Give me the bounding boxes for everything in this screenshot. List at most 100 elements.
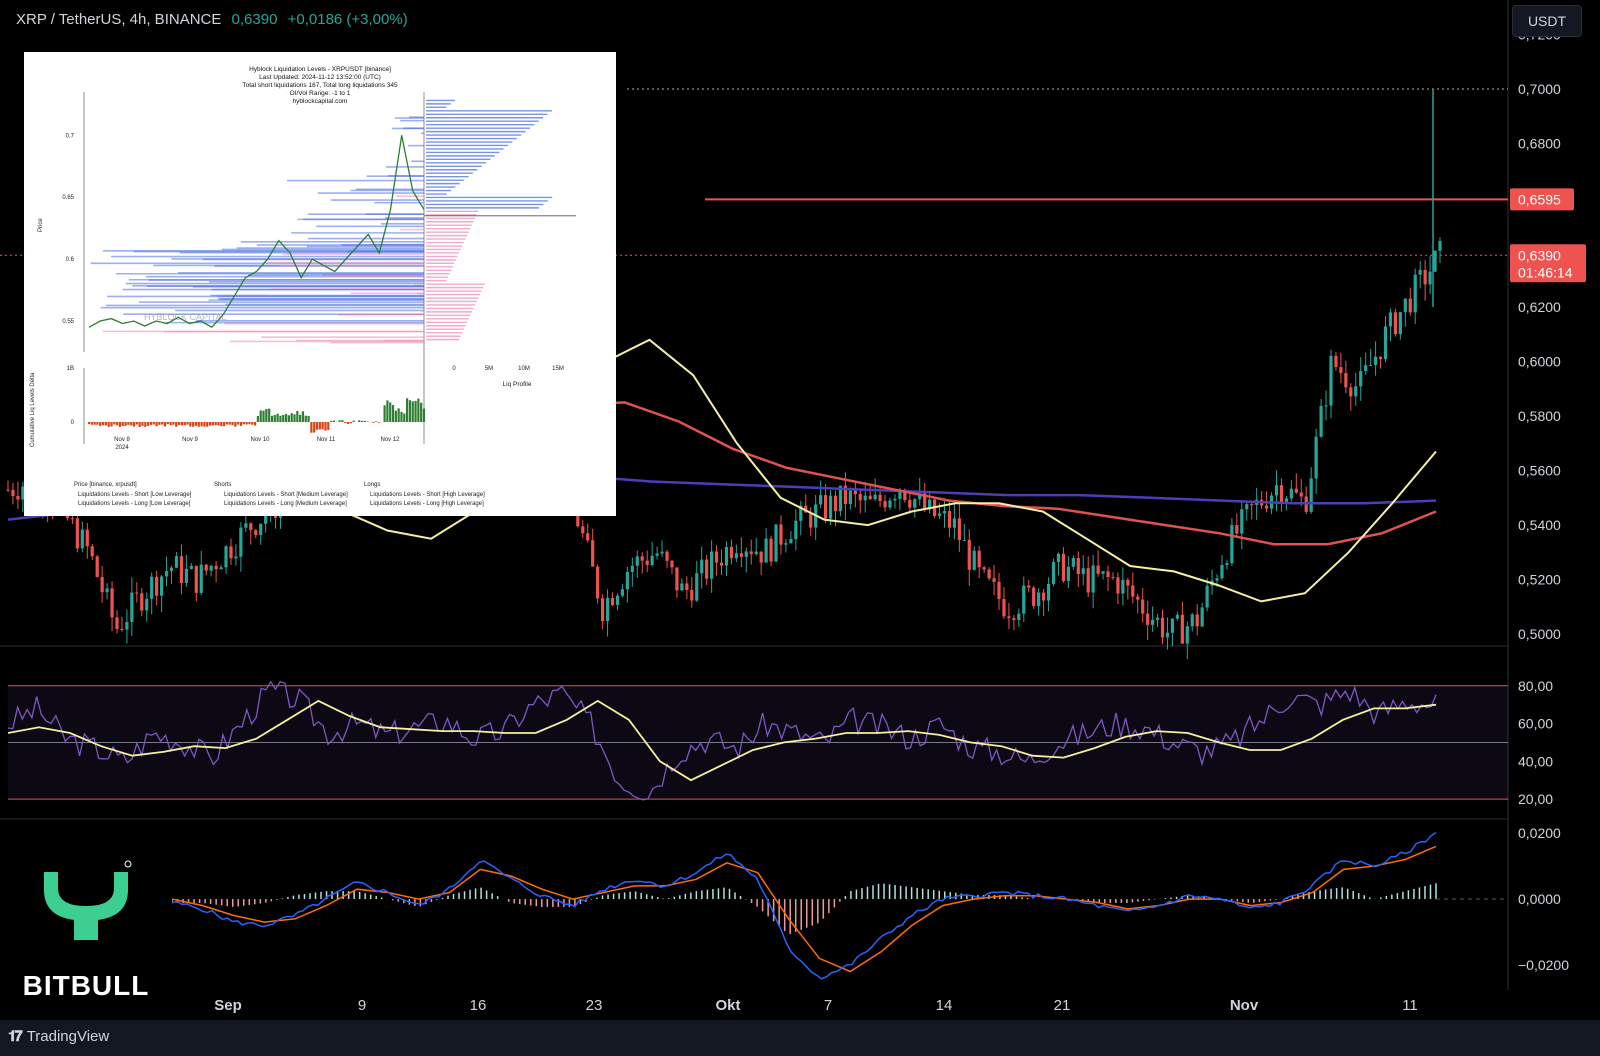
- candle-body: [70, 518, 75, 520]
- candle-body: [1116, 577, 1120, 594]
- candle-body: [1081, 568, 1085, 574]
- candle-body: [110, 588, 114, 618]
- candle-body: [620, 589, 625, 596]
- tradingview-logo[interactable]: 𝟏𝟕 TradingView: [8, 1028, 109, 1045]
- candle-body: [249, 523, 253, 531]
- macd-signal-line: [171, 845, 1437, 973]
- candle-body: [115, 617, 119, 630]
- candle-body: [635, 556, 639, 566]
- candle-body: [630, 565, 634, 572]
- candle-body: [1012, 618, 1016, 620]
- rsi-line: [7, 680, 1437, 801]
- inset-watermark: HYBLOCK CAPITAL: [144, 312, 226, 322]
- candle-body: [1017, 613, 1021, 620]
- candle-body: [739, 553, 743, 557]
- candle-body: [16, 496, 20, 500]
- candle-body: [1106, 571, 1110, 577]
- price-tag-countdown: 01:46:14: [1518, 264, 1573, 280]
- candle-body: [828, 495, 833, 519]
- candle-body: [125, 621, 129, 630]
- candle-body: [675, 567, 679, 591]
- candle-body: [784, 543, 788, 545]
- candle-body: [729, 546, 734, 559]
- candle-body: [1264, 505, 1269, 509]
- symbol-label[interactable]: XRP / TetherUS, 4h, BINANCE: [16, 11, 222, 28]
- tradingview-logo-icon: 𝟏𝟕: [8, 1028, 23, 1045]
- candle-body: [878, 494, 882, 501]
- inset-subtitle-2: Total short liquidations 167, Total long…: [242, 82, 398, 89]
- candle-body: [1284, 498, 1288, 503]
- liq-profile-tick: 5M: [485, 366, 493, 372]
- candle-body: [1175, 614, 1179, 619]
- candle-body: [150, 576, 154, 599]
- candle-body: [774, 524, 778, 562]
- candle-body: [883, 500, 887, 508]
- liq-profile-tick: 0: [452, 366, 456, 372]
- candle-body: [204, 564, 208, 571]
- candle-body: [898, 489, 902, 499]
- candle-body: [769, 538, 773, 562]
- price-axis-tick: 0,5600: [1518, 463, 1561, 479]
- candle-body: [923, 493, 927, 510]
- candle-body: [1309, 478, 1313, 512]
- inset-x-tick: Nov 12: [380, 437, 400, 443]
- candle-body: [695, 573, 699, 601]
- candle-body: [169, 567, 174, 571]
- candle-body: [90, 546, 94, 557]
- currency-button[interactable]: USDT: [1512, 5, 1582, 37]
- candle-body: [724, 546, 729, 566]
- candle-body: [259, 523, 263, 536]
- inset-legend-item: Liquidations Levels - Short [Low Leverag…: [78, 492, 192, 498]
- candle-body: [1393, 312, 1398, 335]
- candle-body: [6, 489, 10, 491]
- candle-body: [85, 529, 89, 547]
- candle-body: [858, 494, 862, 501]
- candle-body: [1071, 558, 1075, 567]
- candle-body: [799, 505, 803, 521]
- candle-body: [1383, 326, 1388, 360]
- candle-body: [665, 551, 669, 561]
- time-axis-tick: Sep: [214, 997, 242, 1014]
- candle-body: [1165, 632, 1170, 638]
- rsi-axis-tick: 40,00: [1518, 753, 1553, 769]
- price-tag-last-text: 0,6390: [1518, 247, 1561, 263]
- time-axis-tick: 9: [358, 997, 366, 1014]
- price-axis-tick: 0,7000: [1518, 81, 1561, 97]
- candle-body: [977, 550, 981, 568]
- inset-x-tick: Nov 11: [317, 437, 336, 443]
- candle-body: [224, 546, 228, 568]
- candle-body: [1101, 571, 1105, 574]
- macd-axis-tick: 0,0000: [1518, 891, 1561, 907]
- candle-body: [1408, 298, 1412, 313]
- candle-body: [1428, 271, 1432, 285]
- candle-body: [650, 555, 654, 566]
- candle-body: [1220, 565, 1224, 579]
- candle-body: [1111, 576, 1115, 578]
- candle-body: [105, 588, 109, 593]
- price-axis-tick: 0,6200: [1518, 299, 1561, 315]
- candle-body: [888, 500, 892, 508]
- candle-body: [804, 505, 808, 513]
- candle-body: [244, 523, 248, 528]
- candle-body: [184, 568, 188, 583]
- candle-body: [1066, 566, 1070, 581]
- liq-profile-tick: 10M: [518, 366, 530, 372]
- candle-body: [705, 559, 709, 579]
- price-tag-bg: [1510, 244, 1586, 283]
- candle-body: [601, 598, 605, 622]
- inset-legend-item: Liquidations Levels - Long [High Leverag…: [370, 501, 484, 507]
- candle-body: [749, 551, 753, 555]
- candle-body: [189, 565, 193, 569]
- candle-body: [868, 495, 872, 500]
- price-change-label: +0,0186 (+3,00%): [287, 11, 408, 28]
- candle-body: [913, 499, 917, 508]
- candle-body: [1339, 366, 1343, 374]
- candle-body: [581, 526, 585, 534]
- inset-x-tick: Nov 8: [114, 437, 130, 443]
- candle-body: [1294, 488, 1298, 493]
- symbol-header: XRP / TetherUS, 4h, BINANCE 0,6390 +0,01…: [16, 11, 408, 28]
- candle-body: [819, 495, 823, 505]
- footer-bar: 𝟏𝟕 TradingView: [0, 1020, 1600, 1056]
- inset-x-tick: Nov 9: [182, 437, 198, 443]
